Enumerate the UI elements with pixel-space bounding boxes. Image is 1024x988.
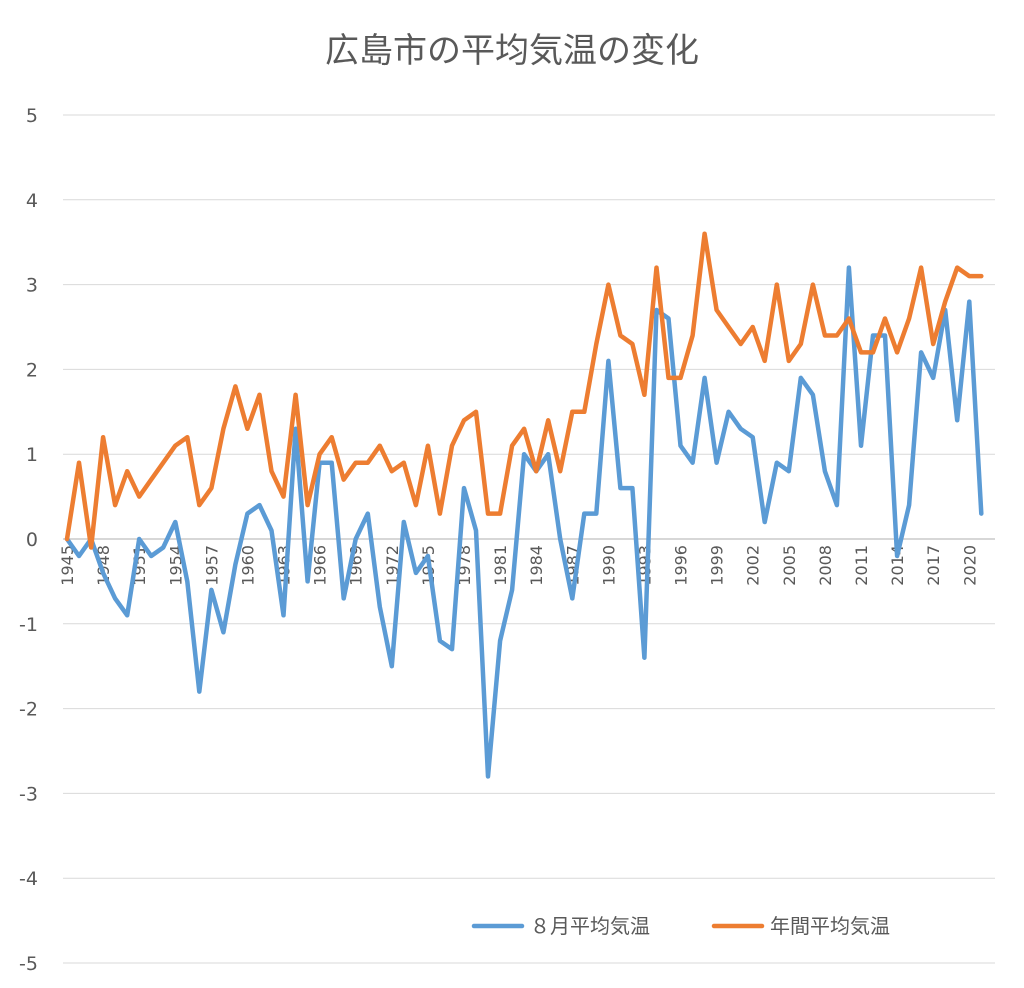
x-tick-label: 2005: [780, 545, 799, 586]
legend-label-1: ８月平均気温: [530, 914, 650, 938]
gridlines: [63, 114, 995, 964]
x-tick-label: 1966: [311, 545, 330, 586]
x-tick-label: 2014: [888, 545, 907, 586]
y-tick-label: 0: [26, 529, 38, 551]
x-tick-label: 1981: [491, 545, 510, 586]
x-tick-label: 2011: [852, 545, 871, 586]
y-tick-label: -5: [19, 953, 38, 975]
x-tick-label: 1972: [383, 545, 402, 586]
x-tick-label: 1990: [599, 545, 618, 586]
y-tick-label: 3: [26, 275, 38, 297]
x-tick-label: 2020: [960, 545, 979, 586]
y-tick-label: 1: [26, 444, 38, 466]
y-tick-label: -2: [19, 699, 38, 721]
chart-title: 広島市の平均気温の変化: [325, 31, 699, 71]
y-tick-label: -3: [19, 783, 38, 805]
x-tick-label: 2002: [744, 545, 763, 586]
x-tick-label: 1960: [238, 545, 257, 586]
y-tick-label: 2: [26, 359, 38, 381]
y-axis-tick-labels: 5 4 3 2 1 0 -1 -2 -3 -4 -5: [19, 105, 38, 975]
series-lines: [64, 231, 984, 779]
series-line-2: [64, 231, 984, 550]
y-tick-label: -1: [19, 614, 38, 636]
y-tick-label: -4: [19, 868, 38, 890]
series-line-1: [64, 265, 984, 779]
x-tick-label: 1984: [527, 545, 546, 586]
legend-label-2: 年間平均気温: [770, 914, 890, 938]
x-tick-label: 1957: [202, 545, 221, 586]
legend: ８月平均気温 年間平均気温: [471, 914, 890, 938]
x-tick-label: 1999: [708, 545, 727, 586]
x-tick-label: 2008: [816, 545, 835, 586]
x-axis-tick-labels: 1945 1948 1951 1954 1957 1960 1963 1966 1969 1972…: [58, 545, 979, 586]
x-tick-label: 2017: [924, 545, 943, 586]
y-tick-label: 4: [26, 190, 38, 212]
x-tick-label: 1945: [58, 545, 77, 586]
x-tick-label: 1996: [672, 545, 691, 586]
y-tick-label: 5: [26, 105, 38, 127]
